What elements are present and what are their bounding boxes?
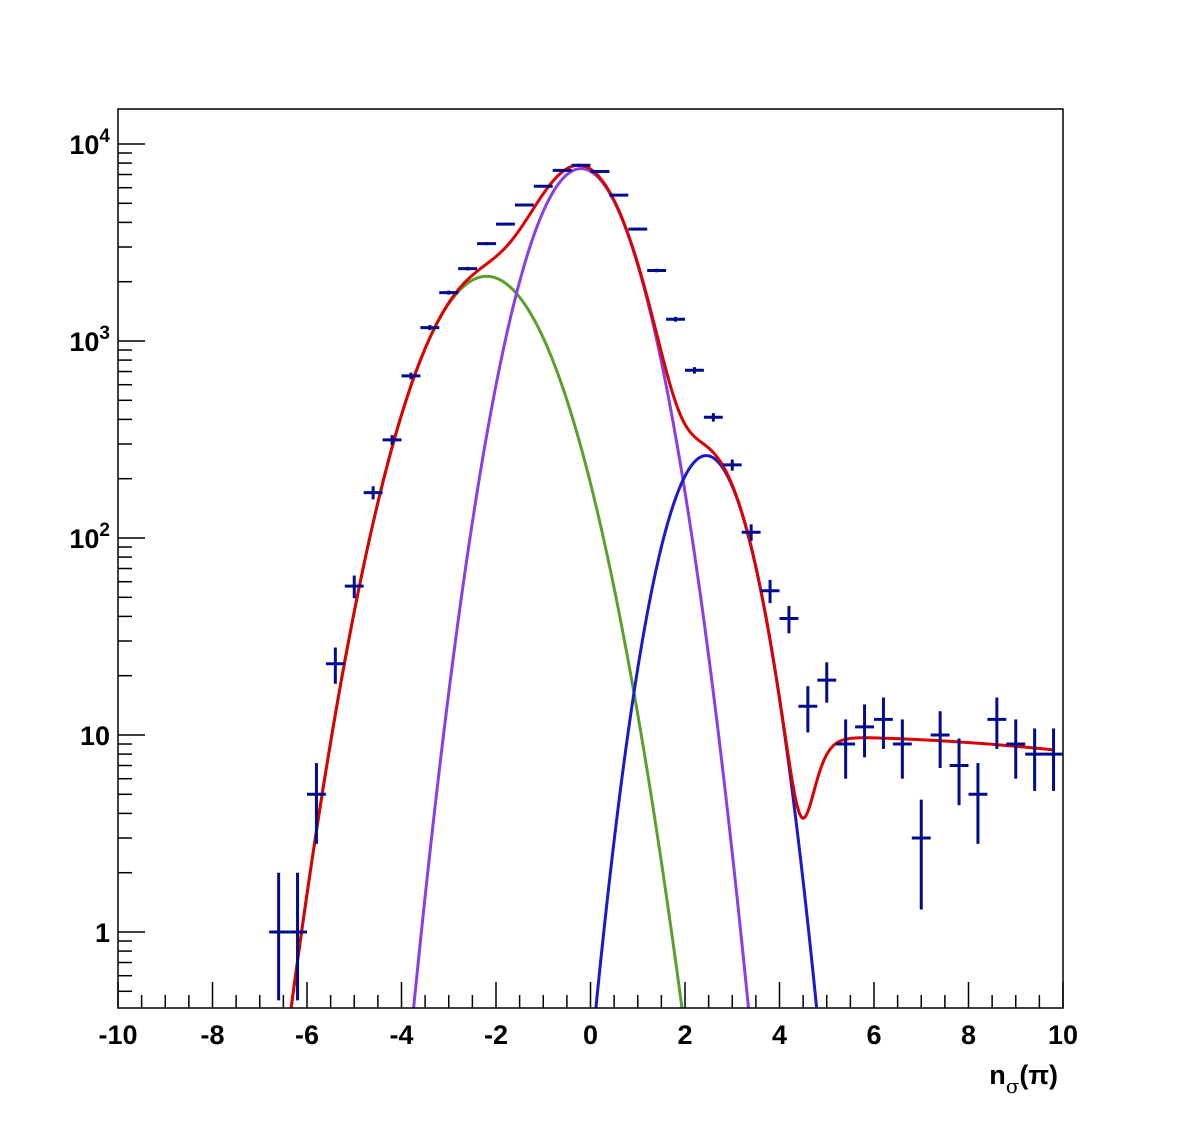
data-point (269, 872, 289, 1001)
data-point (722, 459, 742, 471)
data-point (628, 227, 648, 231)
data-point (666, 316, 685, 322)
data-point (911, 799, 931, 910)
x-tick-label: 8 (961, 1020, 976, 1050)
x-tick-label: 6 (866, 1020, 881, 1050)
data-point (855, 704, 874, 758)
data-point (609, 193, 629, 197)
data-point (533, 184, 553, 188)
data-point (382, 435, 402, 445)
data-point (1006, 719, 1026, 779)
data-points (269, 163, 1063, 1001)
x-tick-label: -6 (295, 1020, 319, 1050)
data-point (647, 268, 667, 273)
data-point (590, 170, 610, 174)
fit-curves (289, 163, 1054, 1008)
x-axis-title: nσ(π) (989, 1060, 1058, 1098)
data-point (496, 222, 515, 226)
data-point (1044, 728, 1063, 791)
data-point (874, 697, 893, 749)
data-point (949, 738, 969, 806)
x-tick-label: -2 (484, 1020, 508, 1050)
data-point (458, 266, 478, 271)
data-point (477, 242, 496, 246)
fit-curve-total (289, 163, 1054, 1008)
x-tick-label: 2 (677, 1020, 692, 1050)
x-tick-label: -10 (98, 1020, 137, 1050)
x-tick-label: 0 (583, 1020, 598, 1050)
data-point (685, 367, 704, 374)
data-point (779, 605, 799, 634)
tick-labels: -10 -8 -6 -4 -2 0 2 4 6 8 10 1 10 102 103 104 (69, 126, 1078, 1050)
data-point (798, 686, 818, 733)
data-point (420, 325, 440, 331)
data-point (571, 163, 591, 167)
y-tick-label: 103 (69, 323, 110, 357)
data-point (344, 575, 364, 599)
data-point (930, 711, 950, 768)
data-point (288, 872, 307, 1001)
x-tick-label: -4 (389, 1020, 413, 1050)
data-point (987, 697, 1007, 749)
data-point (307, 763, 326, 844)
x-tick-label: 10 (1048, 1020, 1078, 1050)
x-tick-label: 4 (772, 1020, 787, 1050)
data-point (968, 763, 988, 844)
fit-curve-violet (412, 167, 751, 1008)
data-point (363, 486, 383, 500)
data-point (817, 662, 837, 703)
axes (117, 108, 1064, 1009)
y-tick-label: 102 (69, 520, 110, 554)
data-point (552, 168, 572, 172)
y-tick-label: 1 (95, 918, 110, 948)
y-tick-label: 104 (69, 126, 110, 160)
data-point (836, 719, 856, 779)
data-point (401, 372, 421, 380)
data-point (703, 413, 723, 422)
data-point (1025, 728, 1045, 791)
data-point (325, 647, 345, 684)
data-point (741, 524, 761, 541)
data-point (514, 203, 534, 207)
data-point (892, 719, 912, 779)
y-tick-label: 10 (80, 721, 110, 751)
data-point (760, 579, 780, 604)
x-tick-label: -8 (200, 1020, 224, 1050)
data-point (439, 290, 459, 295)
